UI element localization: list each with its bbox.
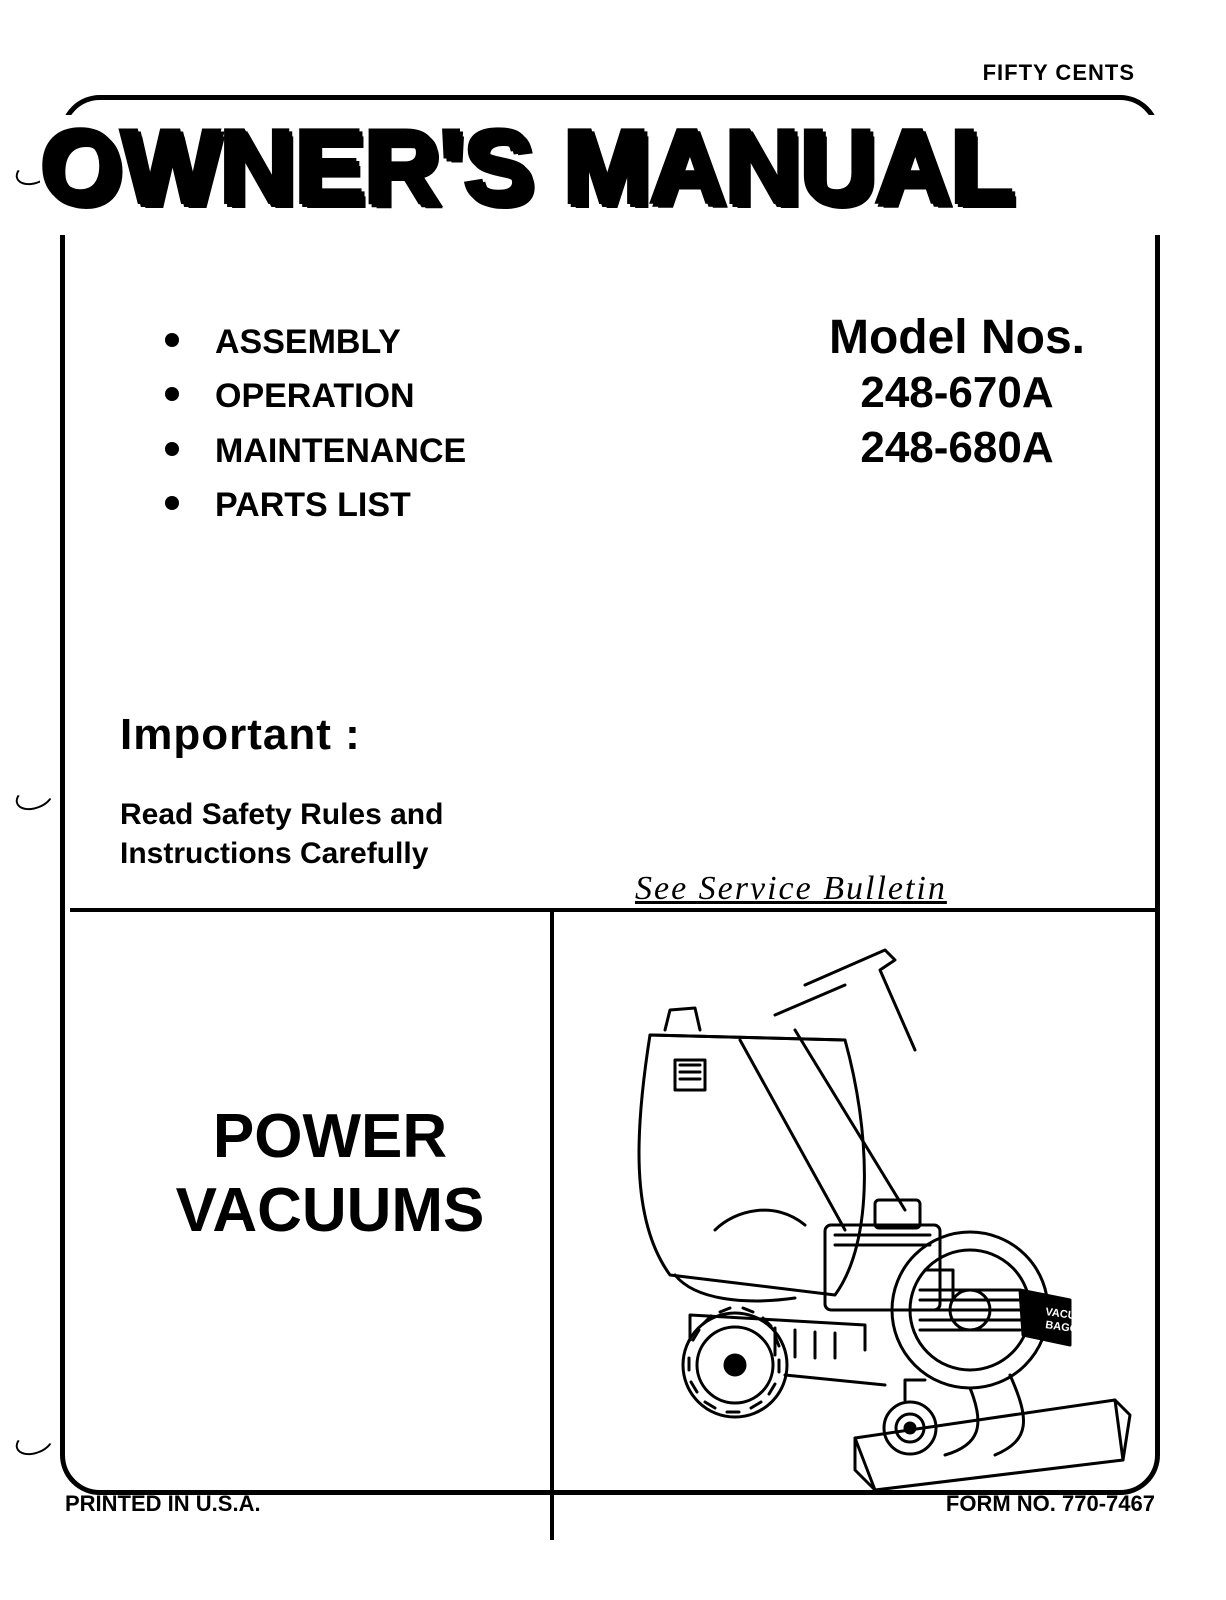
handwritten-note: See Service Bulletin xyxy=(635,870,947,908)
spiral-binding-mark xyxy=(15,785,55,815)
product-name-line: VACUUMS xyxy=(130,1174,530,1248)
product-name-line: POWER xyxy=(130,1100,530,1174)
important-text-line: Instructions Carefully xyxy=(120,834,443,873)
important-heading: Important : xyxy=(120,710,443,760)
list-item: MAINTENANCE xyxy=(165,424,466,478)
list-item: ASSEMBLY xyxy=(165,315,466,369)
list-item: PARTS LIST xyxy=(165,478,466,532)
contents-list: ASSEMBLY OPERATION MAINTENANCE PARTS LIS… xyxy=(165,315,466,533)
footer-printed-in: PRINTED IN U.S.A. xyxy=(65,1491,261,1517)
model-number: 248-670A xyxy=(829,365,1085,420)
horizontal-divider xyxy=(70,908,1160,912)
product-name: POWER VACUUMS xyxy=(130,1100,530,1249)
spiral-binding-mark xyxy=(15,1430,55,1460)
footer-form-number: FORM NO. 770-7467 xyxy=(946,1491,1155,1517)
list-item: OPERATION xyxy=(165,369,466,423)
model-number: 248-680A xyxy=(829,420,1085,475)
model-numbers-block: Model Nos. 248-670A 248-680A xyxy=(829,310,1085,475)
product-illustration: VACUUM BAGGER xyxy=(575,930,1145,1520)
page: FIFTY CENTS ASSEMBLY OPERATION MAINTENAN… xyxy=(60,50,1160,1535)
vacuum-illustration-svg: VACUUM BAGGER xyxy=(575,930,1145,1520)
price-label: FIFTY CENTS xyxy=(983,60,1135,86)
model-heading: Model Nos. xyxy=(829,310,1085,365)
page-border: ASSEMBLY OPERATION MAINTENANCE PARTS LIS… xyxy=(60,95,1160,1495)
important-notice: Important : Read Safety Rules and Instru… xyxy=(120,710,443,873)
vertical-divider xyxy=(550,908,554,1540)
main-title: OWNER'S MANUAL xyxy=(40,115,1180,235)
important-text-line: Read Safety Rules and xyxy=(120,795,443,834)
